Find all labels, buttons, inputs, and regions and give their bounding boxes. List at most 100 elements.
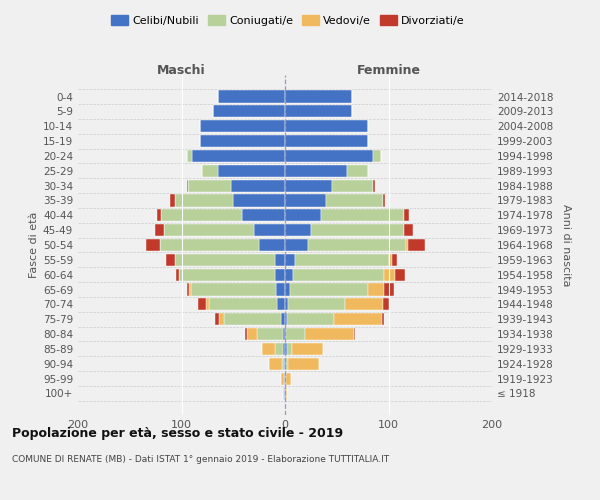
Bar <box>187 284 189 296</box>
Bar <box>285 150 373 162</box>
Bar <box>326 194 383 206</box>
Bar <box>285 268 293 281</box>
Bar <box>373 180 375 192</box>
Bar <box>259 239 285 251</box>
Bar <box>275 254 285 266</box>
Bar <box>373 150 381 162</box>
Text: COMUNE DI RENATE (MB) - Dati ISTAT 1° gennaio 2019 - Elaborazione TUTTITALIA.IT: COMUNE DI RENATE (MB) - Dati ISTAT 1° ge… <box>12 455 389 464</box>
Bar <box>281 372 284 384</box>
Bar <box>262 343 275 355</box>
Bar <box>286 358 288 370</box>
Bar <box>202 164 218 177</box>
Bar <box>286 388 287 400</box>
Bar <box>209 298 277 310</box>
Bar <box>160 239 259 251</box>
Bar <box>285 328 286 340</box>
Bar <box>275 284 285 296</box>
Bar <box>218 164 285 177</box>
Text: Femmine: Femmine <box>356 64 421 77</box>
Bar <box>200 135 285 147</box>
Bar <box>283 388 284 400</box>
Bar <box>198 298 206 310</box>
Bar <box>286 328 305 340</box>
Bar <box>285 313 287 326</box>
Bar <box>285 164 347 177</box>
Bar <box>285 194 326 206</box>
Bar <box>284 358 285 370</box>
Bar <box>285 254 295 266</box>
Bar <box>288 358 319 370</box>
Bar <box>200 120 285 132</box>
Bar <box>285 120 368 132</box>
Bar <box>290 284 368 296</box>
Bar <box>408 239 425 251</box>
Bar <box>231 180 285 192</box>
Bar <box>242 209 285 222</box>
Bar <box>311 224 404 236</box>
Bar <box>212 106 285 118</box>
Bar <box>334 313 382 326</box>
Bar <box>257 328 283 340</box>
Bar <box>192 150 285 162</box>
Text: Popolazione per età, sesso e stato civile - 2019: Popolazione per età, sesso e stato civil… <box>12 428 343 440</box>
Y-axis label: Anni di nascita: Anni di nascita <box>560 204 571 286</box>
Bar <box>224 313 281 326</box>
Bar <box>219 313 224 326</box>
Bar <box>206 298 209 310</box>
Bar <box>254 224 285 236</box>
Bar <box>287 313 334 326</box>
Bar <box>218 90 285 102</box>
Bar <box>285 239 308 251</box>
Bar <box>179 268 275 281</box>
Bar <box>175 254 275 266</box>
Text: Maschi: Maschi <box>157 64 206 77</box>
Bar <box>175 194 233 206</box>
Bar <box>288 298 345 310</box>
Bar <box>285 106 352 118</box>
Bar <box>157 209 161 222</box>
Bar <box>285 358 286 370</box>
Legend: Celibi/Nubili, Coniugati/e, Vedovi/e, Divorziati/e: Celibi/Nubili, Coniugati/e, Vedovi/e, Di… <box>107 10 469 30</box>
Bar <box>292 343 323 355</box>
Bar <box>345 298 383 310</box>
Bar <box>285 135 368 147</box>
Bar <box>406 239 408 251</box>
Bar <box>305 328 355 340</box>
Bar <box>247 328 257 340</box>
Bar <box>275 343 283 355</box>
Bar <box>347 164 368 177</box>
Bar <box>283 328 285 340</box>
Bar <box>189 284 191 296</box>
Bar <box>215 313 219 326</box>
Bar <box>187 180 188 192</box>
Bar <box>285 224 311 236</box>
Bar <box>389 254 392 266</box>
Bar <box>285 298 288 310</box>
Bar <box>385 268 395 281</box>
Bar <box>285 372 286 384</box>
Bar <box>404 209 409 222</box>
Bar <box>282 358 284 370</box>
Bar <box>285 180 332 192</box>
Bar <box>285 284 290 296</box>
Bar <box>146 239 160 251</box>
Bar <box>281 313 285 326</box>
Bar <box>293 268 385 281</box>
Bar <box>321 209 404 222</box>
Bar <box>277 298 285 310</box>
Bar <box>155 224 164 236</box>
Bar <box>284 372 285 384</box>
Bar <box>269 358 282 370</box>
Bar <box>285 343 287 355</box>
Bar <box>295 254 389 266</box>
Bar <box>285 388 286 400</box>
Bar <box>392 254 397 266</box>
Bar <box>368 284 385 296</box>
Bar <box>164 224 254 236</box>
Bar <box>285 209 321 222</box>
Bar <box>170 194 175 206</box>
Y-axis label: Fasce di età: Fasce di età <box>29 212 39 278</box>
Bar <box>275 268 285 281</box>
Bar <box>385 284 394 296</box>
Bar <box>284 388 285 400</box>
